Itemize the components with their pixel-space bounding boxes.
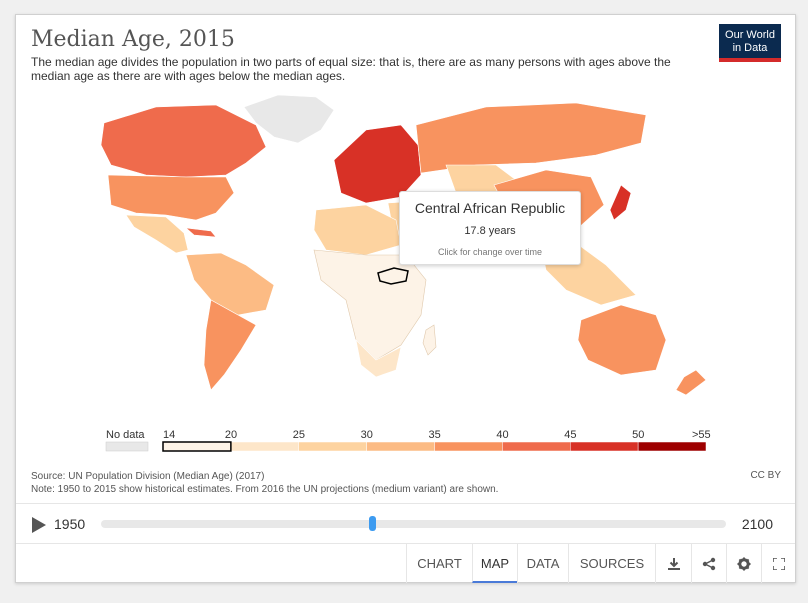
tab-map[interactable]: MAP — [472, 544, 517, 583]
gear-icon — [737, 557, 751, 570]
tab-data[interactable]: DATA — [517, 544, 568, 583]
play-icon[interactable] — [32, 517, 46, 533]
legend-bin-highlight — [162, 441, 232, 452]
region-madagascar[interactable] — [422, 324, 437, 356]
legend-tick-label: 30 — [361, 429, 373, 441]
legend-bin[interactable] — [230, 441, 299, 452]
region-sub-saharan-africa[interactable] — [313, 249, 427, 361]
legend-no-data-label: No data — [106, 429, 145, 441]
legend-bins: 14 20 25 30 35 40 45 50 >55 — [162, 429, 711, 452]
license-link[interactable]: CC BY — [750, 470, 781, 481]
fullscreen-button[interactable] — [761, 544, 795, 583]
legend-no-data-swatch — [105, 441, 149, 452]
legend-tick-label: 25 — [293, 429, 305, 441]
timeline-slider[interactable] — [101, 516, 726, 531]
control-bar: CHART MAP DATA SOURCES — [16, 543, 795, 583]
timeline-start-year: 1950 — [54, 516, 86, 532]
region-japan[interactable] — [609, 184, 632, 221]
region-australia[interactable] — [577, 304, 667, 376]
download-icon — [667, 557, 680, 570]
region-south-america-south[interactable] — [203, 299, 257, 391]
legend-bin[interactable] — [162, 441, 232, 452]
tab-sources[interactable]: SOURCES — [568, 544, 655, 583]
tooltip-hint: Click for change over time — [437, 247, 543, 257]
region-south-america-north[interactable] — [185, 252, 275, 316]
owid-logo[interactable]: Our World in Data — [719, 24, 781, 62]
region-caribbean[interactable] — [185, 227, 217, 238]
logo-line-2: in Data — [732, 42, 768, 54]
timeline-end-year: 2100 — [741, 516, 773, 532]
download-button[interactable] — [655, 544, 691, 583]
tooltip-value: 17.8 years — [464, 225, 516, 237]
fullscreen-icon — [772, 557, 785, 570]
color-legend: No data 14 20 25 30 35 40 45 50 >55 — [105, 429, 711, 452]
region-north-africa[interactable] — [313, 204, 402, 256]
legend-bin[interactable] — [434, 441, 503, 452]
region-southern-africa[interactable] — [355, 339, 402, 378]
legend-tick-label: 20 — [225, 429, 237, 441]
legend-bin[interactable] — [366, 441, 435, 452]
tooltip-country: Central African Republic — [414, 200, 566, 216]
chart-card: Median Age, 2015 The median age divides … — [15, 14, 796, 583]
legend-tick-label: 40 — [496, 429, 508, 441]
tab-chart[interactable]: CHART — [406, 544, 472, 583]
region-new-zealand[interactable] — [675, 369, 707, 396]
source-text: Source: UN Population Division (Median A… — [31, 471, 265, 482]
legend-tick-label: 45 — [564, 429, 576, 441]
region-canada[interactable] — [100, 104, 267, 178]
share-button[interactable] — [691, 544, 726, 583]
legend-tick-label: 50 — [632, 429, 644, 441]
source-note: Source: UN Population Division (Median A… — [31, 470, 498, 496]
legend-bin[interactable] — [570, 441, 639, 452]
share-icon — [702, 557, 716, 570]
legend-bin[interactable] — [637, 441, 707, 452]
settings-button[interactable] — [726, 544, 761, 583]
legend-tick-label: 14 — [163, 429, 175, 441]
map-tooltip: Central African Republic 17.8 years Clic… — [399, 191, 581, 265]
region-russia[interactable] — [415, 102, 647, 174]
region-europe[interactable] — [333, 124, 422, 204]
logo-line-1: Our World — [725, 29, 775, 41]
timeline-handle[interactable] — [368, 516, 376, 531]
region-central-african-republic[interactable] — [377, 267, 409, 285]
page-subtitle: The median age divides the population in… — [31, 55, 671, 83]
region-mexico[interactable] — [125, 214, 189, 254]
region-greenland[interactable] — [243, 94, 335, 144]
note-text: Note: 1950 to 2015 show historical estim… — [31, 484, 499, 495]
legend-tick-label: >55 — [692, 429, 711, 441]
legend-bin[interactable] — [298, 441, 367, 452]
page-title: Median Age, 2015 — [31, 27, 235, 52]
region-usa[interactable] — [107, 174, 235, 221]
timeline: 1950 2100 — [16, 503, 795, 544]
legend-tick-label: 35 — [429, 429, 441, 441]
legend-bin[interactable] — [502, 441, 571, 452]
